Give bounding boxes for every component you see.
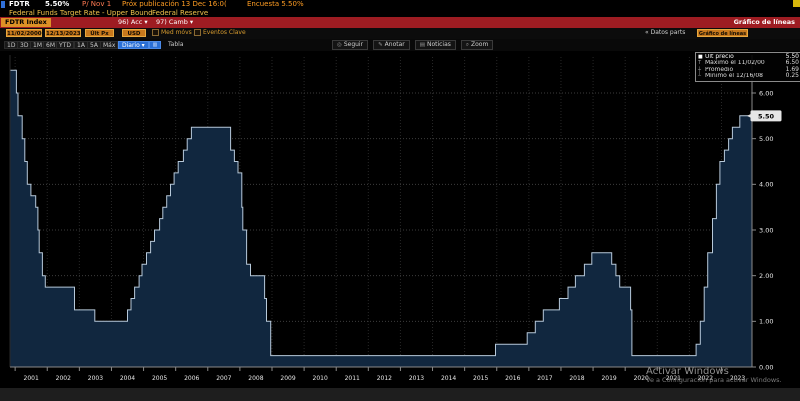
x-tick-label: 2021 [666, 375, 681, 382]
news-button[interactable]: ▤ Noticias [414, 40, 456, 50]
x-tick-label: 2009 [280, 375, 295, 382]
chart-style-button[interactable]: ▥ [149, 41, 161, 49]
x-tick-label: 2013 [409, 375, 424, 382]
y-tick-label: 2.00 [759, 272, 773, 280]
x-tick-label: 2022 [698, 375, 713, 382]
range-tab-5y[interactable]: 5A [87, 41, 101, 49]
x-tick-label: 2010 [313, 375, 328, 382]
x-tick-label: 2011 [345, 375, 360, 382]
chart-action-buttons: ◎ Seguir ✎ Anotar ▤ Noticias ⌕ Zoom [332, 40, 494, 50]
price-axis-tag-value: 5.50 [758, 112, 775, 120]
zoom-icon: ⌕ [465, 42, 469, 48]
data-points-link[interactable]: « Datos parts [645, 29, 686, 36]
price-axis-tag [750, 110, 782, 122]
x-tick-label: 2019 [601, 375, 616, 382]
y-tick-label: 1.00 [759, 318, 773, 326]
max-marker-icon: T [698, 60, 702, 67]
annotate-icon: ✎ [378, 42, 383, 48]
y-tick-label: 3.00 [759, 226, 773, 234]
y-tick-label: 0.00 [759, 363, 773, 371]
price-asof-label: P/ Nov 1 [82, 0, 112, 8]
x-tick-label: 2006 [184, 375, 199, 382]
survey-label: Encuesta 5.50% [247, 0, 304, 8]
x-tick-label: 2012 [377, 375, 392, 382]
security-description-row: Federal Funds Target Rate - Upper Bound … [0, 9, 800, 17]
actions-menu[interactable]: 96) Acc ▾ [118, 18, 148, 26]
price-field-select[interactable]: Últ Px [85, 29, 114, 37]
rate-line [10, 69, 752, 357]
annotate-button[interactable]: ✎ Anotar [373, 40, 410, 50]
next-release-label: Próx publicación 13 Dec 16:0( [122, 0, 227, 8]
y-tick-label: 6.00 [759, 89, 773, 97]
security-name: Federal Funds Target Rate - Upper Bound [9, 9, 153, 17]
y-tick-label: 5.00 [759, 135, 773, 143]
bottom-strip [0, 388, 800, 401]
track-icon: ◎ [337, 42, 342, 48]
moving-averages-toggle[interactable]: Med móvs ∕ [152, 29, 196, 37]
end-date-field[interactable]: 12/13/2023 [45, 29, 81, 37]
table-button[interactable]: Tabla [168, 41, 184, 48]
chart-style-icon: ▥ [152, 42, 158, 48]
checkbox-icon [152, 29, 159, 36]
legend-row-average: ┼ Promedio 1.69 [698, 65, 799, 73]
legend-row-last-price: ■ Últ precio 5.50 [698, 53, 799, 60]
avg-marker-icon: ┼ [698, 66, 702, 73]
x-tick-label: 2003 [88, 375, 103, 382]
os-activation-watermark: Activar Windows Ve a Configuración para … [646, 366, 782, 384]
function-title: Gráfico de líneas [733, 18, 795, 26]
rate-area [10, 70, 752, 367]
x-tick-label: 2018 [569, 375, 584, 382]
quote-line: FDTR 5.50% P/ Nov 1 Próx publicación 13 … [0, 0, 800, 9]
x-tick-label: 2020 [634, 375, 649, 382]
news-icon: ▤ [419, 42, 425, 48]
range-tab-max[interactable]: Máx [100, 41, 119, 49]
window-corner-accent [793, 0, 800, 7]
function-bar: FDTR Index 96) Acc ▾ 97) Camb ▾ Gráfico … [0, 17, 800, 28]
track-button[interactable]: ◎ Seguir [332, 40, 369, 50]
key-events-toggle[interactable]: Eventos Clave [194, 29, 246, 37]
currency-select[interactable]: USD [122, 29, 146, 37]
rate-step-chart[interactable]: 2001 2002 2003 2004 2005 2006 2007 2008 2009 2010… [0, 51, 800, 401]
range-tab-ytd[interactable]: YTD [56, 41, 74, 49]
x-tick-label: 2007 [216, 375, 231, 382]
x-tick-label: 2008 [248, 375, 263, 382]
change-menu[interactable]: 97) Camb ▾ [156, 18, 194, 26]
ticker-symbol: FDTR [9, 0, 30, 8]
legend-row-max: T Máximo el 11/02/00 6.50 [698, 59, 799, 67]
checkbox-icon [194, 29, 201, 36]
x-tick-label: 2014 [441, 375, 456, 382]
chart-template-select[interactable]: Gráfico de líneas [697, 29, 748, 37]
range-tab-1y[interactable]: 1A [74, 41, 88, 49]
x-tick-label: 2004 [120, 375, 135, 382]
period-bar: 1D 3D 1M 6M YTD 1A 5A Máx Diario ▾ ▥ Tab… [0, 39, 800, 51]
chart-settings-bar: 11/02/2000 12/13/2023 Últ Px USD Med móv… [0, 28, 800, 39]
series-marker-icon: ■ [698, 54, 703, 60]
x-tick-label: 2016 [505, 375, 520, 382]
x-tick-label: 2023 [730, 375, 745, 382]
min-marker-icon: ┴ [698, 73, 702, 80]
frequency-select[interactable]: Diario ▾ [118, 41, 149, 49]
start-date-field[interactable]: 11/02/2000 [6, 29, 42, 37]
legend-row-min: ┴ Mínimo el 12/16/08 0.25 [698, 72, 799, 80]
security-source: Federal Reserve [152, 9, 209, 17]
last-value: 5.50% [45, 0, 70, 8]
x-tick-label: 2015 [473, 375, 488, 382]
security-field[interactable]: FDTR Index [1, 18, 51, 27]
x-tick-label: 2002 [56, 375, 71, 382]
x-tick-label: 2017 [537, 375, 552, 382]
chart-legend: ■ Últ precio 5.50 T Máximo el 11/02/00 6… [695, 52, 800, 82]
x-tick-label: 2005 [152, 375, 167, 382]
info-icon[interactable] [1, 1, 5, 8]
zoom-button[interactable]: ⌕ Zoom [460, 40, 494, 50]
y-tick-label: 4.00 [759, 181, 773, 189]
x-tick-label: 2001 [24, 375, 39, 382]
